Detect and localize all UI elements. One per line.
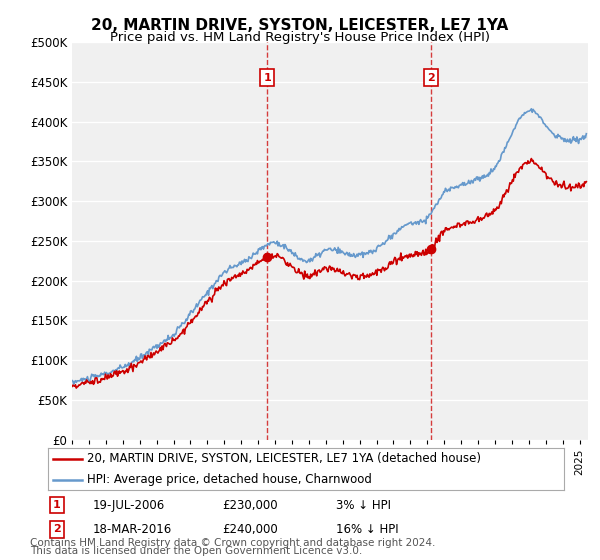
Text: £240,000: £240,000 bbox=[222, 522, 278, 536]
Text: 1: 1 bbox=[263, 73, 271, 83]
Text: 1: 1 bbox=[53, 500, 61, 510]
Text: £230,000: £230,000 bbox=[222, 498, 278, 512]
Text: Price paid vs. HM Land Registry's House Price Index (HPI): Price paid vs. HM Land Registry's House … bbox=[110, 31, 490, 44]
Text: 2: 2 bbox=[427, 73, 435, 83]
Text: Contains HM Land Registry data © Crown copyright and database right 2024.: Contains HM Land Registry data © Crown c… bbox=[30, 538, 436, 548]
Text: 19-JUL-2006: 19-JUL-2006 bbox=[93, 498, 165, 512]
Text: This data is licensed under the Open Government Licence v3.0.: This data is licensed under the Open Gov… bbox=[30, 546, 362, 556]
Text: 20, MARTIN DRIVE, SYSTON, LEICESTER, LE7 1YA: 20, MARTIN DRIVE, SYSTON, LEICESTER, LE7… bbox=[91, 18, 509, 33]
Text: 2: 2 bbox=[53, 524, 61, 534]
Text: 20, MARTIN DRIVE, SYSTON, LEICESTER, LE7 1YA (detached house): 20, MARTIN DRIVE, SYSTON, LEICESTER, LE7… bbox=[86, 452, 481, 465]
Text: HPI: Average price, detached house, Charnwood: HPI: Average price, detached house, Char… bbox=[86, 473, 371, 486]
Text: 16% ↓ HPI: 16% ↓ HPI bbox=[336, 522, 398, 536]
Text: 18-MAR-2016: 18-MAR-2016 bbox=[93, 522, 172, 536]
Text: 3% ↓ HPI: 3% ↓ HPI bbox=[336, 498, 391, 512]
